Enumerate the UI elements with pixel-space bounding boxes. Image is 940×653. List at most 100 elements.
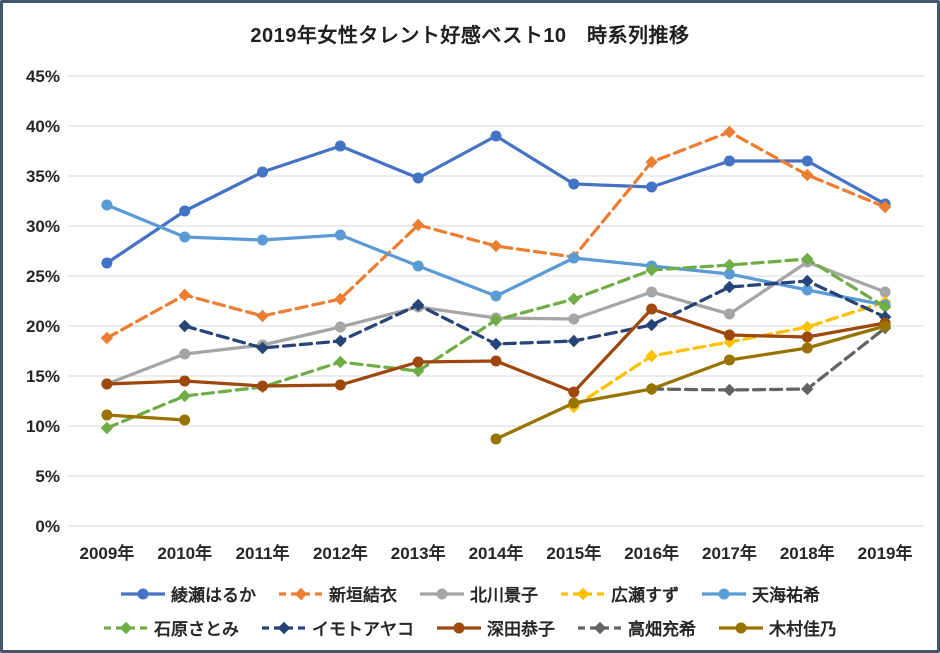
data-point-イモトアヤコ — [411, 298, 425, 312]
data-point-深田恭子 — [412, 356, 424, 368]
legend-label: 木村佳乃 — [769, 620, 837, 639]
legend-label: イモトアヤコ — [312, 620, 414, 639]
diamond-marker-icon — [294, 587, 308, 600]
legend-item-木村佳乃: 木村佳乃 — [718, 615, 837, 640]
legend-label: 天海祐希 — [752, 586, 820, 605]
data-point-木村佳乃 — [646, 383, 658, 395]
data-point-木村佳乃 — [101, 409, 113, 421]
y-tick-label: 30% — [26, 217, 60, 236]
x-tick-label: 2019年 — [858, 543, 913, 563]
diamond-marker-icon — [576, 587, 590, 600]
data-point-イモトアヤコ — [256, 341, 269, 355]
data-point-綾瀬はるか — [412, 172, 424, 184]
data-point-北川景子 — [568, 313, 580, 325]
data-point-新垣結衣 — [100, 331, 114, 345]
data-point-石原さとみ — [178, 389, 191, 403]
legend-label: 深田恭子 — [487, 620, 555, 639]
legend-swatch — [719, 622, 763, 633]
x-tick-label: 2017年 — [702, 543, 757, 563]
data-point-深田恭子 — [101, 378, 113, 390]
data-point-新垣結衣 — [645, 155, 658, 169]
data-point-深田恭子 — [723, 329, 735, 341]
series-line-イモトアヤコ — [183, 279, 887, 350]
data-point-天海祐希 — [723, 268, 735, 280]
data-point-天海祐希 — [490, 290, 502, 302]
legend-swatch — [121, 588, 165, 599]
legend-item-北川景子: 北川景子 — [419, 581, 538, 606]
x-tick-label: 2016年 — [624, 543, 679, 563]
data-point-イモトアヤコ — [567, 334, 581, 348]
x-tick-label: 2018年 — [780, 543, 835, 563]
data-point-イモトアヤコ — [801, 274, 814, 288]
data-point-木村佳乃 — [879, 320, 891, 332]
data-point-新垣結衣 — [334, 292, 347, 306]
data-point-新垣結衣 — [801, 168, 814, 182]
data-point-北川景子 — [334, 321, 346, 333]
legend-item-綾瀬はるか: 綾瀬はるか — [120, 581, 256, 606]
data-point-石原さとみ — [645, 263, 658, 277]
data-point-広瀬すず — [801, 320, 814, 334]
data-point-北川景子 — [879, 286, 891, 298]
y-tick-label: 0% — [35, 517, 60, 536]
legend-swatch — [578, 621, 622, 634]
data-point-綾瀬はるか — [490, 130, 502, 142]
legend-label: 北川景子 — [470, 586, 538, 605]
legend-label: 新垣結衣 — [329, 586, 397, 605]
data-point-天海祐希 — [334, 229, 346, 241]
y-tick-label: 35% — [26, 167, 60, 186]
data-point-木村佳乃 — [801, 342, 813, 354]
data-point-広瀬すず — [723, 335, 736, 349]
x-tick-label: 2015年 — [546, 543, 601, 563]
line-chart-canvas: 0% 5% 10% 15% 20% 25% 30% 35% 40% 45% 2009年 2010年 20… — [26, 67, 924, 563]
data-point-新垣結衣 — [723, 125, 736, 139]
data-point-木村佳乃 — [179, 414, 191, 426]
y-tick-label: 20% — [26, 317, 60, 336]
legend-item-新垣結衣: 新垣結衣 — [278, 581, 397, 606]
data-point-石原さとみ — [489, 313, 503, 327]
legend-item-広瀬すず: 広瀬すず — [560, 581, 679, 606]
y-tick-label: 15% — [26, 367, 60, 386]
data-point-新垣結衣 — [489, 239, 503, 253]
x-tick-label: 2012年 — [313, 543, 368, 563]
data-point-綾瀬はるか — [646, 181, 658, 193]
x-tick-label: 2014年 — [469, 543, 524, 563]
data-point-石原さとみ — [411, 364, 425, 378]
circle-marker-icon — [137, 588, 149, 599]
legend-item-イモトアヤコ: イモトアヤコ — [261, 615, 414, 640]
y-tick-label: 45% — [26, 67, 60, 86]
series-line-高畑充希 — [649, 326, 887, 392]
data-point-広瀬すず — [645, 349, 658, 363]
legend-label: 広瀬すず — [611, 586, 679, 605]
data-point-木村佳乃 — [490, 433, 502, 445]
data-point-高畑充希 — [801, 382, 814, 396]
y-tick-label: 5% — [35, 467, 60, 486]
data-point-木村佳乃 — [723, 354, 735, 366]
series-line-天海祐希 — [105, 203, 887, 307]
y-tick-label: 10% — [26, 417, 60, 436]
legend-label: 石原さとみ — [154, 620, 239, 639]
data-point-イモトアヤコ — [489, 337, 503, 351]
data-point-天海祐希 — [801, 284, 813, 296]
legend-swatch — [104, 621, 148, 634]
legend-row-1: 綾瀬はるか 新垣結衣 北川景子 広瀬すず 天海祐希 — [3, 581, 937, 606]
data-point-石原さとみ — [567, 292, 581, 306]
data-point-木村佳乃 — [568, 397, 580, 409]
data-point-綾瀬はるか — [723, 155, 735, 167]
data-point-綾瀬はるか — [257, 166, 269, 178]
data-point-北川景子 — [646, 286, 658, 298]
data-point-石原さとみ — [801, 252, 814, 266]
legend-row-2: 石原さとみ イモトアヤコ 深田恭子 高畑充希 木村佳乃 — [3, 615, 937, 640]
diamond-marker-icon — [119, 621, 133, 634]
series-line-木村佳乃 — [494, 324, 887, 441]
data-point-深田恭子 — [490, 355, 502, 367]
data-point-イモトアヤコ — [334, 334, 347, 348]
data-point-深田恭子 — [646, 303, 658, 315]
circle-marker-icon — [735, 622, 747, 633]
data-point-新垣結衣 — [256, 309, 269, 323]
legend-swatch — [279, 587, 323, 600]
data-point-天海祐希 — [179, 231, 191, 243]
data-point-深田恭子 — [334, 379, 346, 391]
diamond-marker-icon — [593, 621, 607, 634]
data-point-北川景子 — [179, 348, 191, 360]
data-point-イモトアヤコ — [723, 280, 736, 294]
